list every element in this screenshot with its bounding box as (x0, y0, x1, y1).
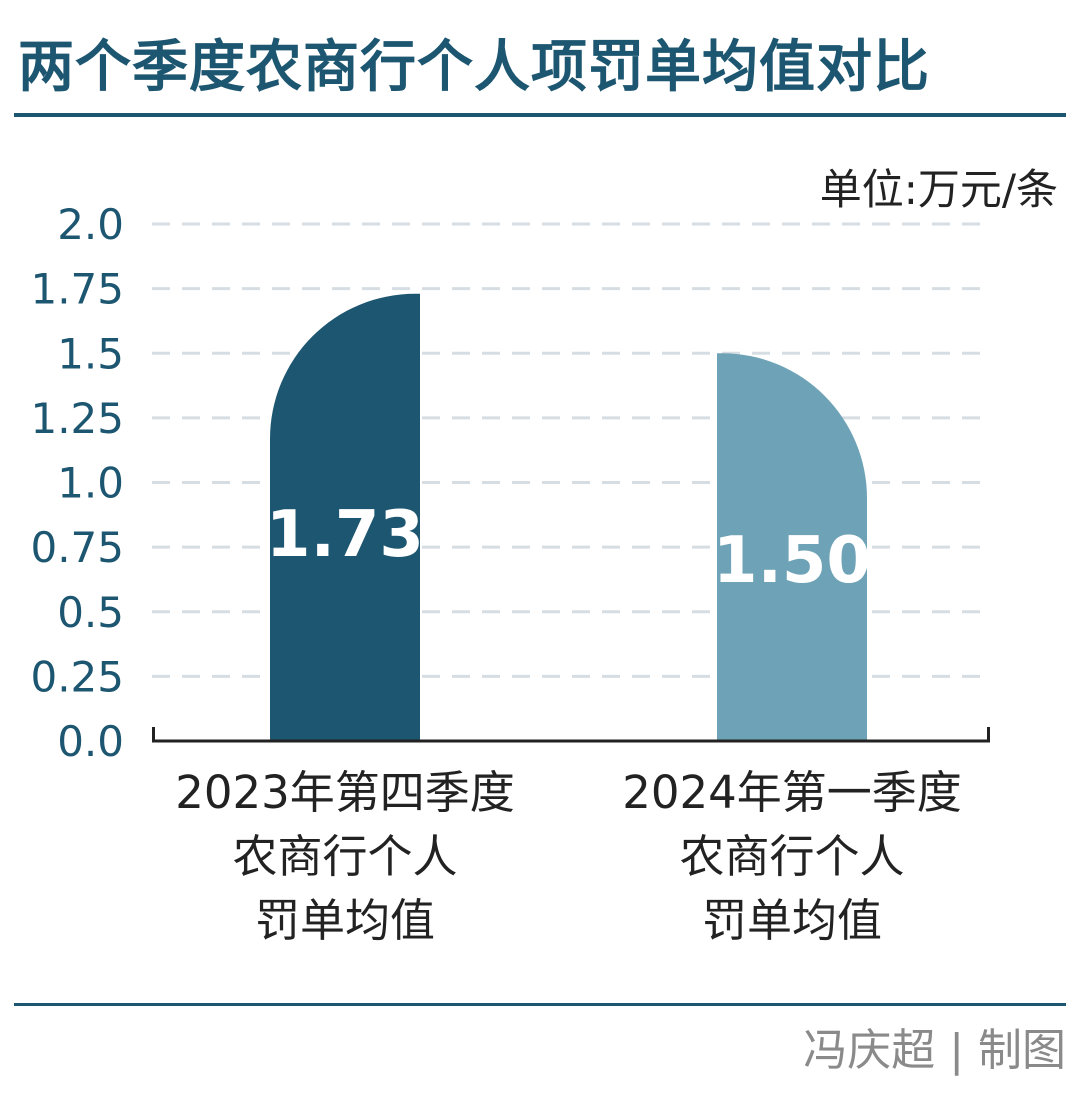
data-label: 1.73 (266, 498, 424, 572)
x-category-label-line: 2023年第四季度 (175, 766, 515, 819)
bar (717, 353, 867, 741)
bar-chart: 0.0 0.25 0.5 0.75 1.0 1.25 1.5 1.75 2.0 1.73 1.50 2… (30, 200, 990, 947)
bar (270, 293, 420, 741)
y-tick-label: 1.0 (57, 459, 124, 508)
y-tick-label: 0.5 (57, 588, 124, 637)
y-tick-label: 0.75 (30, 523, 124, 572)
x-category-label-line: 农商行个人 (232, 830, 457, 883)
y-tick-label: 2.0 (57, 200, 124, 249)
y-tick-label: 0.0 (57, 717, 124, 766)
y-tick-label: 0.25 (30, 652, 124, 701)
y-tick-label: 1.75 (30, 265, 124, 314)
x-category-label-line: 农商行个人 (679, 830, 904, 883)
footer-rule (14, 1003, 1066, 1006)
chart-title: 两个季度农商行个人项罚单均值对比 (18, 35, 930, 100)
credit-label: 冯庆超 | 制图 (803, 1025, 1066, 1076)
title-underline (14, 113, 1066, 117)
x-category-label-line: 罚单均值 (702, 894, 882, 947)
y-tick-label: 1.5 (57, 329, 124, 378)
x-category-label-line: 2024年第一季度 (622, 766, 962, 819)
data-label: 1.50 (713, 524, 871, 598)
x-category-label-line: 罚单均值 (255, 894, 435, 947)
y-tick-label: 1.25 (30, 394, 124, 443)
unit-label: 单位:万元/条 (819, 165, 1058, 214)
x-category-label: 2023年第四季度农商行个人罚单均值 (175, 766, 515, 947)
x-category-label: 2024年第一季度农商行个人罚单均值 (622, 766, 962, 947)
